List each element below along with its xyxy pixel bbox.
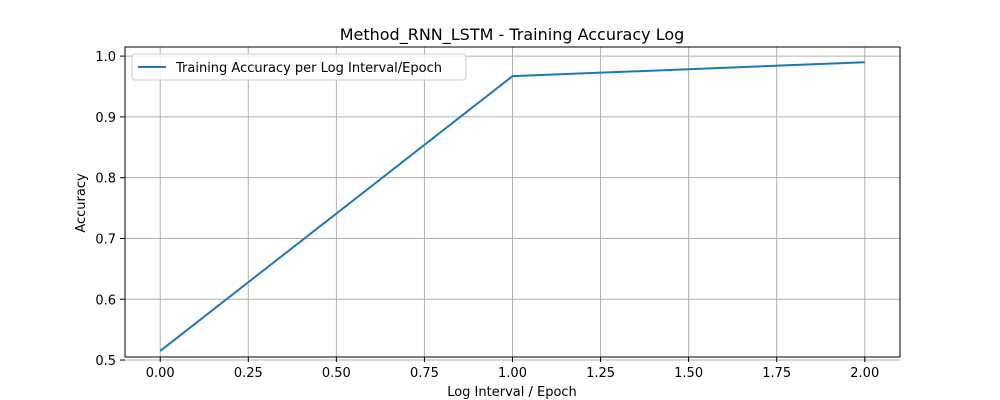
x-tick-label: 0.50 <box>322 366 351 381</box>
legend-box <box>131 53 467 81</box>
x-tick-label: 0.25 <box>234 366 263 381</box>
x-tick-label: 2.00 <box>850 366 879 381</box>
x-axis-label: Log Interval / Epoch <box>447 385 577 400</box>
x-tick-label: 1.25 <box>586 366 615 381</box>
y-tick-label: 0.5 <box>95 354 116 369</box>
grid-layer <box>125 47 900 361</box>
x-tick-label: 0.75 <box>410 366 439 381</box>
y-axis-label: Accuracy <box>74 173 89 233</box>
y-tick-label: 0.9 <box>95 111 116 126</box>
x-tick-label: 1.00 <box>498 366 527 381</box>
x-tick-label: 0.00 <box>146 366 175 381</box>
y-tick-label: 1.0 <box>95 50 116 65</box>
legend-entry-label: Training Accuracy per Log Interval/Epoch <box>175 61 442 76</box>
x-tick-label: 1.75 <box>762 366 791 381</box>
tick-layer: 0.00 0.25 0.50 0.75 1.00 1.25 1.50 1.75 2.00 0.5 0… <box>95 50 879 381</box>
y-tick-label: 0.8 <box>95 172 116 187</box>
chart-title: Method_RNN_LSTM - Training Accuracy Log <box>340 25 685 45</box>
x-tick-label: 1.50 <box>674 366 703 381</box>
legend: Training Accuracy per Log Interval/Epoch <box>131 53 467 81</box>
series-layer <box>159 61 865 352</box>
y-tick-label: 0.6 <box>95 293 116 308</box>
y-tick-label: 0.7 <box>95 232 116 247</box>
